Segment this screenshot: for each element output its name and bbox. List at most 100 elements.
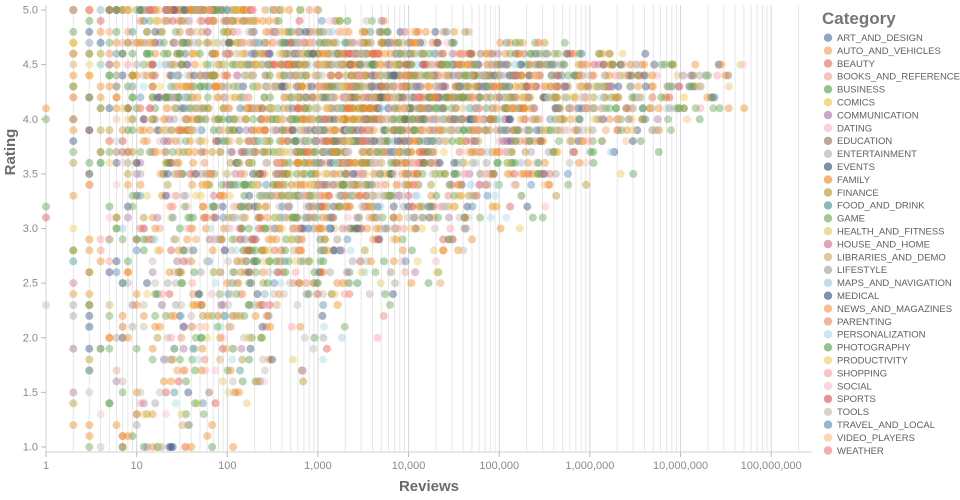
scatter-point — [628, 137, 637, 146]
scatter-point — [198, 6, 207, 14]
scatter-point — [69, 257, 78, 266]
scatter-point — [413, 191, 422, 200]
scatter-point — [342, 38, 351, 47]
scatter-point — [351, 71, 360, 80]
scatter-point — [471, 158, 480, 167]
scatter-point — [132, 344, 141, 353]
scatter-point — [279, 93, 288, 102]
scatter-point — [191, 169, 200, 178]
scatter-point — [136, 38, 145, 47]
scatter-point — [123, 27, 132, 36]
scatter-point — [228, 355, 237, 364]
scatter-point — [238, 355, 247, 364]
scatter-point — [457, 191, 465, 200]
scatter-point — [493, 158, 502, 167]
scatter-point — [505, 82, 514, 91]
scatter-point — [369, 126, 378, 135]
scatter-point — [294, 158, 303, 167]
scatter-point — [148, 71, 157, 80]
scatter-point — [530, 104, 539, 113]
scatter-point — [151, 290, 160, 299]
scatter-point — [468, 191, 477, 200]
scatter-point — [183, 60, 192, 69]
scatter-point — [207, 71, 216, 80]
scatter-point — [199, 399, 207, 408]
scatter-point — [285, 60, 294, 69]
scatter-point — [195, 6, 204, 14]
scatter-point — [175, 224, 184, 233]
scatter-point — [369, 49, 378, 58]
scatter-point — [413, 60, 421, 69]
scatter-point — [284, 60, 293, 69]
scatter-point — [265, 27, 274, 36]
scatter-point — [235, 137, 244, 146]
scatter-point — [219, 213, 228, 222]
scatter-point — [486, 213, 495, 222]
scatter-point — [455, 71, 464, 80]
scatter-point — [313, 126, 322, 135]
scatter-point — [419, 49, 428, 58]
scatter-point — [112, 6, 121, 14]
scatter-point — [291, 60, 300, 69]
scatter-point — [112, 93, 121, 102]
scatter-point — [358, 49, 367, 58]
legend-label: VIDEO_PLAYERS — [837, 433, 915, 444]
scatter-point — [288, 104, 297, 113]
scatter-point — [687, 82, 696, 91]
scatter-point — [355, 115, 364, 124]
scatter-point — [290, 137, 299, 146]
scatter-point — [474, 60, 483, 69]
scatter-point — [307, 49, 316, 58]
scatter-point — [258, 16, 267, 25]
scatter-point — [274, 27, 283, 36]
scatter-point — [264, 311, 273, 320]
scatter-point — [348, 38, 357, 47]
scatter-point — [408, 115, 417, 124]
scatter-point — [434, 213, 442, 222]
scatter-point — [290, 49, 299, 58]
scatter-point — [155, 6, 164, 14]
scatter-point — [177, 301, 186, 309]
legend-swatch — [823, 33, 833, 42]
scatter-point — [509, 71, 518, 80]
scatter-point — [326, 60, 335, 69]
legend-label: SOCIAL — [837, 381, 872, 392]
scatter-point — [362, 49, 371, 58]
scatter-point — [498, 115, 507, 124]
scatter-point — [275, 6, 284, 14]
scatter-point — [241, 257, 250, 266]
scatter-point — [296, 27, 304, 36]
scatter-point — [253, 290, 262, 299]
scatter-point — [232, 60, 241, 69]
scatter-point — [214, 38, 222, 47]
scatter-point — [547, 60, 556, 69]
scatter-point — [666, 126, 675, 135]
scatter-point — [123, 38, 132, 47]
legend-swatch — [823, 291, 833, 300]
scatter-point — [228, 311, 237, 320]
scatter-point — [317, 49, 326, 58]
scatter-point — [270, 6, 279, 14]
scatter-point — [503, 60, 512, 69]
scatter-point — [268, 355, 277, 364]
scatter-point — [105, 137, 114, 146]
scatter-point — [252, 60, 261, 69]
scatter-point — [281, 27, 290, 36]
scatter-point — [167, 355, 176, 364]
scatter-point — [324, 38, 333, 47]
scatter-point — [477, 71, 486, 80]
scatter-point — [236, 366, 244, 375]
scatter-point — [96, 93, 105, 102]
scatter-point — [258, 104, 267, 113]
scatter-point — [368, 49, 377, 58]
scatter-point — [496, 38, 505, 47]
scatter-point — [69, 290, 78, 299]
scatter-point — [458, 49, 467, 58]
scatter-point — [69, 27, 78, 36]
scatter-point — [497, 60, 506, 69]
scatter-point — [334, 71, 343, 80]
scatter-point — [290, 38, 299, 47]
scatter-point — [448, 235, 457, 244]
scatter-point — [351, 49, 360, 58]
scatter-point — [286, 71, 295, 80]
